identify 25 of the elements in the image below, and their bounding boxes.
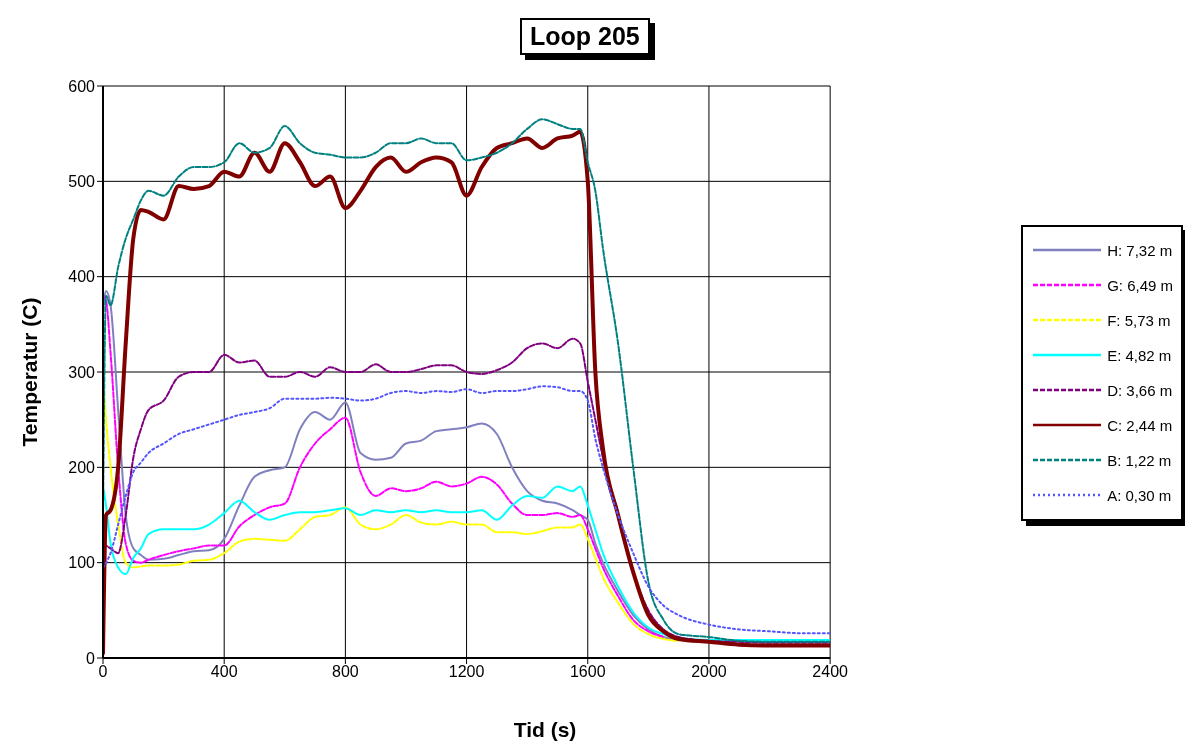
- x-tick-label: 2400: [812, 663, 849, 681]
- y-axis-title: Temperatur (C): [18, 297, 42, 447]
- legend-label: C: 2,44 m: [1107, 416, 1173, 434]
- y-tick-label: 100: [68, 554, 96, 572]
- x-tick-label: 800: [332, 663, 359, 681]
- legend-label: H: 7,32 m: [1107, 241, 1173, 259]
- legend-label: F: 5,73 m: [1107, 311, 1171, 329]
- y-tick-label: 300: [68, 363, 96, 381]
- legend-label: D: 3,66 m: [1107, 381, 1173, 399]
- y-tick-label: 0: [86, 649, 96, 667]
- y-tick-label: 400: [68, 268, 96, 286]
- x-tick-label: 1600: [569, 663, 606, 681]
- chart-title: Loop 205: [520, 18, 650, 55]
- x-tick-label: 0: [98, 663, 108, 681]
- legend-label: E: 4,82 m: [1107, 346, 1172, 364]
- legend-label: A: 0,30 m: [1107, 486, 1172, 504]
- y-tick-label: 600: [68, 77, 96, 95]
- legend-label: B: 1,22 m: [1107, 451, 1172, 469]
- x-tick-label: 1200: [448, 663, 485, 681]
- y-tick-label: 500: [68, 173, 96, 191]
- x-tick-label: 2000: [691, 663, 727, 681]
- x-tick-label: 400: [210, 663, 238, 681]
- legend-label: G: 6,49 m: [1107, 276, 1173, 294]
- x-axis-title: Tid (s): [512, 718, 578, 742]
- y-tick-label: 200: [68, 459, 96, 477]
